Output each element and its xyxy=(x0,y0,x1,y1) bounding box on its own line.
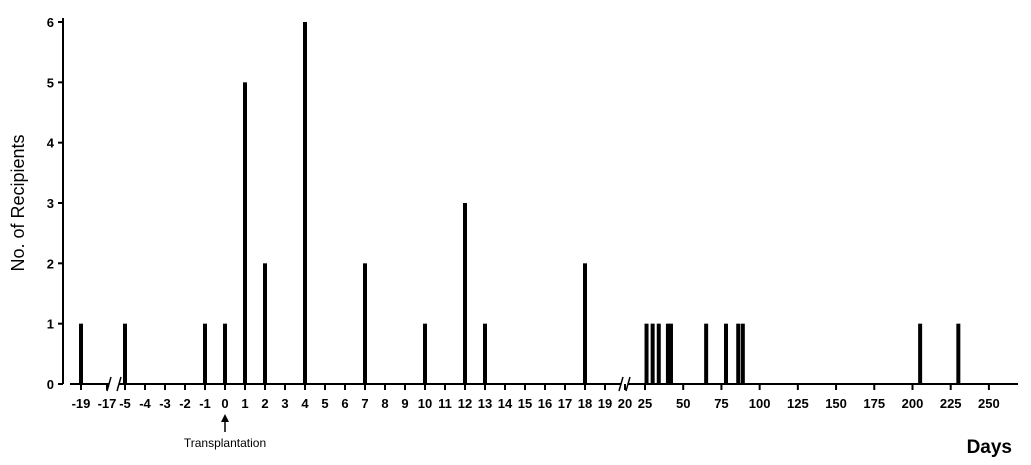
x-tick-label: 15 xyxy=(518,396,532,411)
bar xyxy=(423,323,427,384)
bar xyxy=(123,323,127,384)
x-tick-label: 25 xyxy=(638,396,652,411)
bar xyxy=(463,203,467,384)
x-tick-label: 250 xyxy=(978,396,1000,411)
bar xyxy=(918,323,923,384)
bar xyxy=(363,263,367,384)
y-tick-label: 5 xyxy=(47,75,54,90)
y-tick-label: 6 xyxy=(47,15,54,30)
bar xyxy=(740,323,745,384)
x-tick-label: 18 xyxy=(578,396,592,411)
x-tick-label: 7 xyxy=(361,396,368,411)
bar xyxy=(665,323,670,384)
bar xyxy=(303,22,307,384)
x-tick-label: -4 xyxy=(139,396,151,411)
y-axis-title: No. of Recipients xyxy=(8,134,28,271)
x-tick-label: 50 xyxy=(676,396,690,411)
axis-break-mark xyxy=(116,376,122,392)
y-tick-label: 4 xyxy=(47,136,55,151)
x-tick-label: 9 xyxy=(401,396,408,411)
y-tick-label: 1 xyxy=(47,317,54,332)
x-tick-label: 3 xyxy=(281,396,288,411)
x-tick-label: 175 xyxy=(863,396,885,411)
bar xyxy=(483,323,487,384)
x-tick-label: 5 xyxy=(321,396,328,411)
x-tick-label: 10 xyxy=(418,396,432,411)
axis-break-mark xyxy=(618,376,624,392)
x-tick-label: 0 xyxy=(221,396,228,411)
x-tick-label: 13 xyxy=(478,396,492,411)
bar xyxy=(223,323,227,384)
x-tick-label: 11 xyxy=(438,396,452,411)
x-tick-label: 16 xyxy=(538,396,552,411)
x-tick-label: 1 xyxy=(241,396,248,411)
x-tick-label: 14 xyxy=(498,396,513,411)
bar xyxy=(203,323,207,384)
x-tick-label: 100 xyxy=(749,396,771,411)
bar xyxy=(736,323,741,384)
x-tick-label: -5 xyxy=(119,396,131,411)
bar xyxy=(668,323,673,384)
x-tick-label: -19 xyxy=(72,396,91,411)
bar xyxy=(644,323,649,384)
x-tick-label: 75 xyxy=(714,396,728,411)
x-tick-label: 225 xyxy=(940,396,962,411)
x-tick-label: 8 xyxy=(381,396,388,411)
bar xyxy=(704,323,709,384)
x-tick-label: 2 xyxy=(261,396,268,411)
bar xyxy=(650,323,655,384)
bar xyxy=(583,263,587,384)
x-tick-label: 150 xyxy=(825,396,847,411)
bar xyxy=(263,263,267,384)
x-tick-label: 12 xyxy=(458,396,472,411)
bar xyxy=(79,323,83,384)
x-tick-label: -17 xyxy=(98,396,117,411)
x-axis-title: Days xyxy=(967,437,1012,458)
axis-break-mark xyxy=(106,376,112,392)
x-tick-label: 4 xyxy=(301,396,309,411)
bar xyxy=(724,323,729,384)
axis-break-mark xyxy=(625,376,631,392)
annotation-arrow-head xyxy=(221,414,229,422)
y-tick-label: 0 xyxy=(47,377,54,392)
x-tick-label: 125 xyxy=(787,396,809,411)
bar xyxy=(656,323,661,384)
y-tick-label: 3 xyxy=(47,196,54,211)
y-tick-label: 2 xyxy=(47,256,54,271)
x-tick-label: -3 xyxy=(159,396,171,411)
x-tick-label: 6 xyxy=(341,396,348,411)
bar xyxy=(956,323,961,384)
x-tick-label: -1 xyxy=(199,396,211,411)
x-tick-label: -2 xyxy=(179,396,191,411)
x-tick-label: 19 xyxy=(598,396,612,411)
x-tick-label: 20 xyxy=(618,396,632,411)
annotation-label: Transplantation xyxy=(184,436,266,450)
x-tick-label: 200 xyxy=(902,396,924,411)
x-tick-label: 17 xyxy=(558,396,572,411)
bar xyxy=(243,82,247,384)
